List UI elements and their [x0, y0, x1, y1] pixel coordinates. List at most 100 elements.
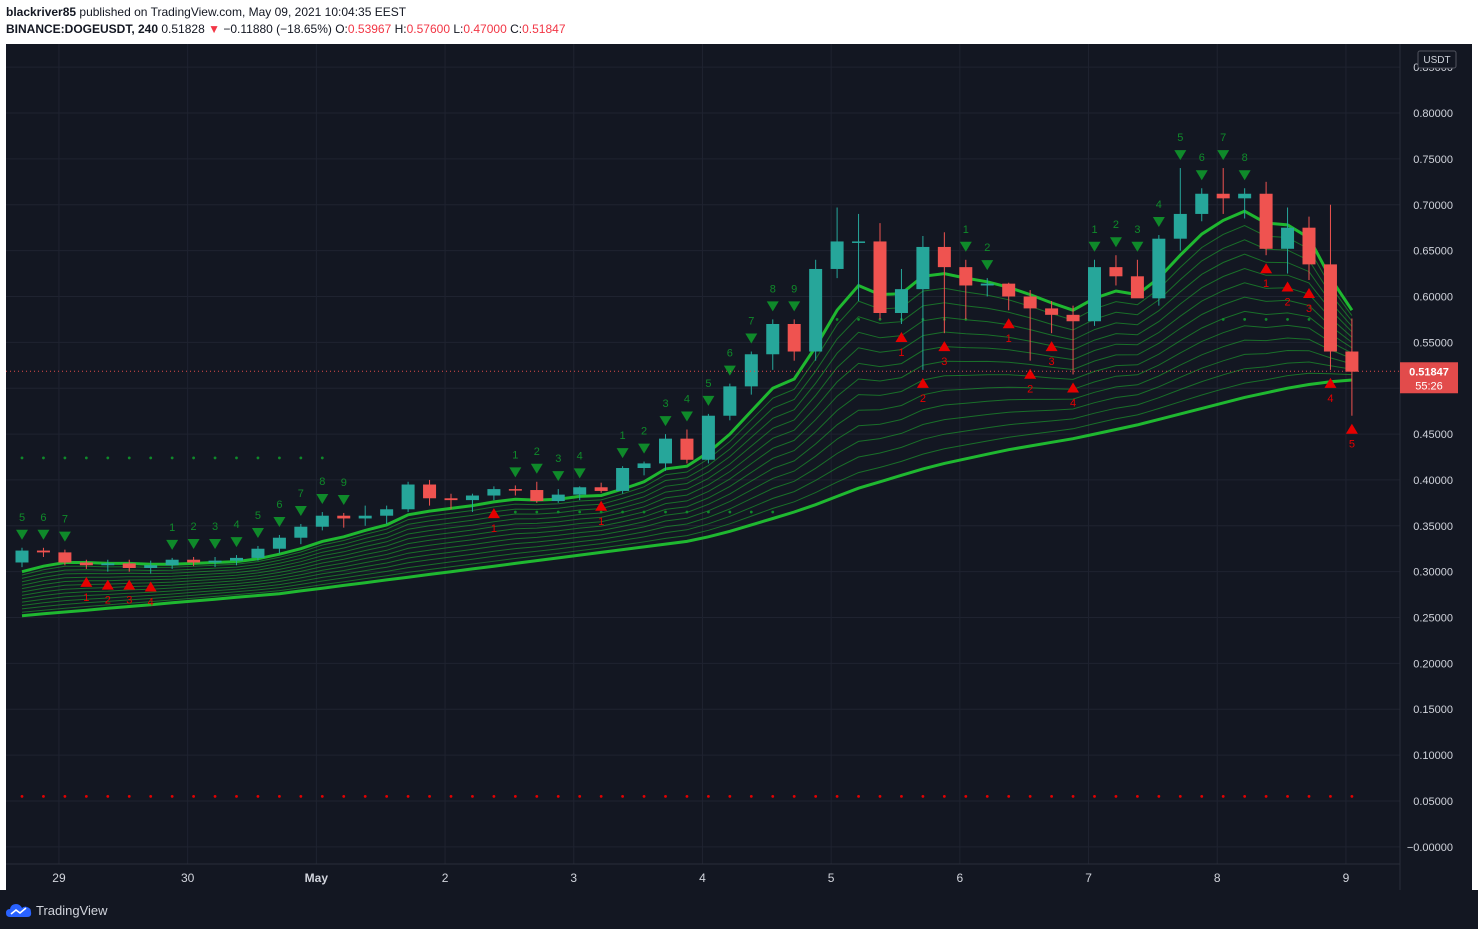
level-dot: [664, 510, 667, 514]
ema-ribbon-line: [21, 296, 1353, 593]
level-dot: [1329, 794, 1332, 798]
open-value: 0.53967: [347, 22, 392, 36]
ema-ribbon: [21, 209, 1354, 618]
time-axis[interactable]: 29 30 May 2 3 4 5 6 7 8 9: [52, 871, 1349, 885]
candle-body: [251, 548, 265, 558]
candle-body: [551, 494, 565, 502]
td-count-label: 4: [577, 450, 583, 462]
sell-setup-down-triangle-icon: [702, 395, 715, 406]
level-dot: [1286, 794, 1289, 798]
y-tick-label: 0.05000: [1413, 796, 1453, 808]
level-dot: [1221, 794, 1225, 798]
price-axis[interactable]: 0.850000.800000.750000.700000.650000.600…: [1407, 62, 1453, 854]
footer: TradingView: [0, 890, 1478, 929]
y-tick-label: 0.55000: [1413, 337, 1453, 349]
candle: [1302, 216, 1316, 280]
level-dot: [599, 510, 603, 514]
td-count-label: 7: [1220, 132, 1226, 144]
candle-body: [1173, 213, 1187, 239]
candle-body: [1023, 296, 1037, 309]
candle-body: [294, 526, 308, 538]
level-dot: [535, 510, 539, 514]
ema-fast-line: [21, 209, 1354, 574]
level-dot: [299, 456, 303, 460]
level-dot: [106, 794, 110, 798]
td-count-label: 4: [1070, 397, 1076, 409]
candle-body: [637, 463, 651, 469]
high-value: 0.57600: [406, 22, 451, 36]
candle: [1088, 259, 1101, 326]
buy-setup-up-triangle-icon: [1345, 423, 1358, 434]
x-tick-label: 30: [181, 871, 195, 885]
level-dot: [771, 510, 775, 514]
open-label: O:: [335, 22, 348, 36]
level-dot: [213, 456, 217, 460]
sell-setup-down-triangle-icon: [981, 260, 994, 271]
candle-body: [1195, 193, 1209, 214]
close-label: C:: [510, 22, 523, 36]
candle: [337, 512, 351, 528]
level-dot: [642, 794, 646, 798]
x-tick-label: 3: [570, 871, 577, 885]
ema-ribbon-line: [21, 372, 1352, 613]
price-change: −0.11880 (−18.65%): [223, 22, 332, 36]
candle: [380, 505, 394, 524]
level-dot: [1178, 794, 1182, 798]
sell-setup-down-triangle-icon: [573, 468, 586, 479]
buy-setup-up-triangle-icon: [1002, 318, 1015, 329]
td-count-label: 7: [298, 488, 304, 500]
candle: [766, 319, 780, 370]
candle-body: [79, 562, 93, 566]
author-name[interactable]: blackriver85: [6, 5, 77, 19]
sell-setup-down-triangle-icon: [37, 529, 50, 540]
sell-setup-down-triangle-icon: [959, 241, 972, 252]
td-count-label: 1: [491, 523, 497, 535]
td-count-label: 3: [662, 398, 668, 410]
sell-setup-down-triangle-icon: [58, 531, 71, 542]
chart-area[interactable]: 5 6 7 1 2 3 4 1 2 3 4 5 6 7 8 9 1 1 2 3 4 1 1 2 3 4 5 6 7 8 9 1 2 3 1 2 1 2 3 4…: [6, 44, 1472, 890]
y-tick-label: 0.80000: [1413, 108, 1453, 120]
sell-setup-down-triangle-icon: [251, 527, 264, 538]
level-dot: [921, 794, 925, 798]
candle-body: [15, 550, 29, 563]
candle: [809, 259, 823, 361]
y-tick-label: 0.30000: [1413, 567, 1453, 579]
level-dot: [235, 794, 238, 798]
td-count-label: 3: [1049, 356, 1055, 368]
level-dot: [1200, 794, 1204, 798]
candle: [937, 232, 951, 334]
level-dot: [1264, 318, 1268, 321]
sell-setup-down-triangle-icon: [530, 463, 543, 474]
level-dot: [235, 456, 238, 460]
price-chart[interactable]: 5 6 7 1 2 3 4 1 2 3 4 5 6 7 8 9 1 1 2 3 4 1 1 2 3 4 5 6 7 8 9 1 2 3 1 2 1 2 3 4…: [6, 44, 1472, 890]
level-dot: [385, 794, 389, 798]
ema-ribbon-line: [21, 349, 1353, 606]
candle-body: [1045, 308, 1059, 315]
sell-setup-down-triangle-icon: [1131, 241, 1144, 252]
x-tick-label: 2: [442, 871, 449, 885]
td-count-label: 1: [963, 224, 969, 236]
candle: [508, 485, 522, 496]
level-dot: [256, 456, 260, 460]
x-tick-label: 6: [957, 871, 964, 885]
candle-body: [1152, 238, 1166, 299]
candle-body: [573, 487, 587, 495]
level-dot: [1071, 794, 1075, 798]
level-dot: [42, 456, 45, 460]
candle: [444, 493, 458, 510]
x-tick-label: 9: [1343, 871, 1350, 885]
last-price: 0.51828: [161, 22, 205, 36]
candle-body: [187, 559, 201, 563]
level-dot: [1350, 794, 1354, 798]
tradingview-logo[interactable]: TradingView: [6, 902, 108, 918]
candle: [1130, 259, 1144, 299]
candle-body: [401, 484, 415, 510]
td-count-label: 5: [705, 378, 711, 390]
candle-body: [337, 515, 351, 519]
candle: [959, 259, 973, 320]
candle: [744, 351, 758, 395]
candle-body: [272, 537, 286, 549]
level-dot: [1007, 794, 1011, 798]
level-dot: [106, 456, 110, 460]
level-dot: [127, 456, 131, 460]
